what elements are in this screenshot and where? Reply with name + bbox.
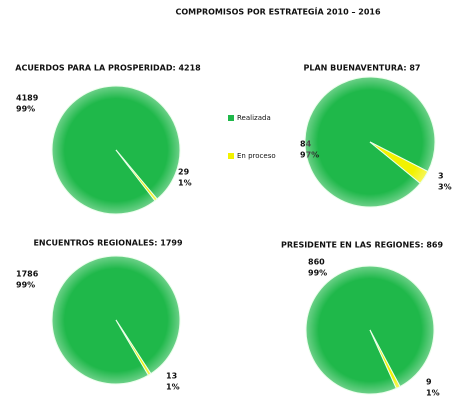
pie-title: PLAN BUENAVENTURA: 87 bbox=[304, 64, 421, 73]
value-label: 1786 bbox=[16, 270, 39, 279]
value-label: 9 bbox=[426, 378, 432, 387]
percent-label: 3% bbox=[438, 183, 452, 192]
value-label: 860 bbox=[308, 258, 325, 267]
value-label: 29 bbox=[178, 168, 190, 177]
percent-label: 1% bbox=[426, 389, 440, 398]
legend-swatch bbox=[228, 115, 234, 121]
percent-label: 99% bbox=[16, 281, 35, 290]
pie-shade bbox=[52, 256, 180, 384]
pie-shade bbox=[306, 266, 434, 394]
percent-label: 1% bbox=[166, 383, 180, 392]
value-label: 13 bbox=[166, 372, 177, 381]
pie-title: ACUERDOS PARA LA PROSPERIDAD: 4218 bbox=[15, 64, 201, 73]
pie-shade bbox=[305, 77, 435, 207]
pie-title: ENCUENTROS REGIONALES: 1799 bbox=[33, 239, 183, 248]
pie-shade bbox=[52, 86, 180, 214]
value-label: 3 bbox=[438, 172, 444, 181]
value-label: 4189 bbox=[16, 94, 39, 103]
percent-label: 99% bbox=[308, 269, 327, 278]
percent-label: 1% bbox=[178, 179, 192, 188]
page-title: COMPROMISOS POR ESTRATEGÍA 2010 – 2016 bbox=[175, 6, 381, 17]
legend-swatch bbox=[228, 153, 234, 159]
pie-title: PRESIDENTE EN LAS REGIONES: 869 bbox=[281, 241, 444, 250]
percent-label: 99% bbox=[16, 105, 35, 114]
legend-label: Realizada bbox=[237, 114, 271, 122]
legend-label: En proceso bbox=[237, 152, 276, 160]
